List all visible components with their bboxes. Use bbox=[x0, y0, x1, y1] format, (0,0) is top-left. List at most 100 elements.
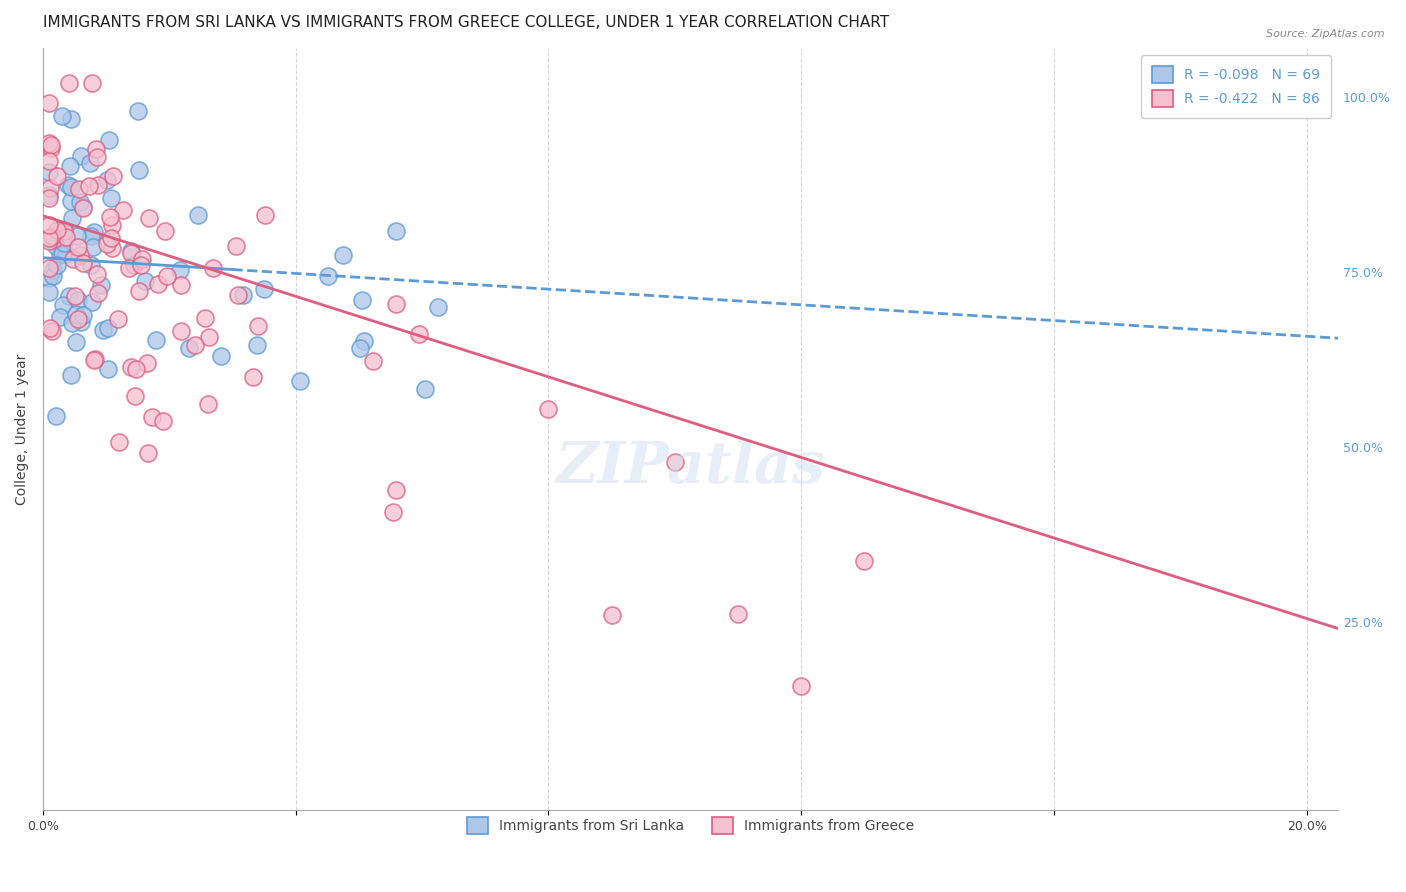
Point bbox=[38, 218, 60, 232]
Point bbox=[107, 312, 129, 326]
Point bbox=[70, 149, 93, 163]
Point bbox=[83, 353, 105, 368]
Point bbox=[242, 370, 264, 384]
Point bbox=[56, 178, 79, 192]
Point bbox=[72, 200, 94, 214]
Point bbox=[384, 297, 406, 311]
Point bbox=[138, 211, 160, 225]
Point bbox=[288, 374, 311, 388]
Point bbox=[148, 277, 170, 292]
Point bbox=[226, 287, 249, 301]
Point bbox=[332, 248, 354, 262]
Point bbox=[120, 244, 142, 258]
Point bbox=[853, 554, 876, 568]
Point bbox=[77, 178, 100, 193]
Point bbox=[108, 434, 131, 449]
Point bbox=[39, 137, 62, 152]
Point bbox=[153, 224, 176, 238]
Point bbox=[727, 607, 749, 621]
Point bbox=[177, 341, 200, 355]
Point bbox=[46, 223, 69, 237]
Point bbox=[44, 232, 66, 246]
Point bbox=[41, 324, 63, 338]
Point bbox=[66, 240, 89, 254]
Point bbox=[97, 133, 120, 147]
Point bbox=[59, 112, 82, 127]
Point bbox=[60, 211, 83, 225]
Point bbox=[38, 191, 60, 205]
Point bbox=[55, 246, 77, 260]
Y-axis label: College, Under 1 year: College, Under 1 year bbox=[15, 353, 30, 505]
Point bbox=[385, 483, 408, 498]
Point bbox=[197, 397, 219, 411]
Point bbox=[120, 359, 142, 374]
Point bbox=[408, 327, 430, 342]
Point bbox=[152, 414, 174, 428]
Point bbox=[60, 194, 83, 208]
Point bbox=[66, 229, 89, 244]
Point bbox=[69, 195, 91, 210]
Point bbox=[201, 260, 224, 275]
Point bbox=[100, 231, 122, 245]
Point bbox=[197, 330, 219, 344]
Point bbox=[664, 455, 686, 469]
Point bbox=[38, 271, 60, 285]
Point bbox=[83, 225, 105, 239]
Point bbox=[86, 267, 108, 281]
Point bbox=[72, 308, 94, 322]
Point bbox=[127, 103, 149, 118]
Point bbox=[45, 409, 67, 423]
Point bbox=[141, 409, 163, 424]
Point bbox=[82, 295, 104, 310]
Point bbox=[124, 389, 146, 403]
Point bbox=[97, 320, 120, 334]
Point bbox=[87, 286, 110, 301]
Point bbox=[134, 274, 156, 288]
Point bbox=[128, 163, 150, 178]
Point bbox=[225, 239, 247, 253]
Point bbox=[145, 334, 167, 348]
Point bbox=[82, 76, 104, 90]
Point bbox=[96, 236, 118, 251]
Point bbox=[169, 262, 191, 277]
Point bbox=[101, 169, 124, 184]
Point bbox=[100, 191, 122, 205]
Point bbox=[187, 208, 209, 222]
Point bbox=[84, 142, 107, 156]
Point bbox=[98, 210, 121, 224]
Point bbox=[600, 607, 623, 622]
Point bbox=[194, 311, 217, 326]
Point bbox=[170, 324, 193, 338]
Point bbox=[82, 239, 104, 253]
Text: Source: ZipAtlas.com: Source: ZipAtlas.com bbox=[1267, 29, 1385, 38]
Point bbox=[128, 284, 150, 298]
Point bbox=[72, 256, 94, 270]
Point bbox=[49, 310, 72, 324]
Point bbox=[59, 159, 82, 173]
Point bbox=[384, 223, 406, 237]
Point bbox=[63, 288, 86, 302]
Point bbox=[42, 263, 65, 277]
Point bbox=[349, 341, 371, 355]
Point bbox=[38, 285, 60, 300]
Point bbox=[209, 349, 232, 363]
Point bbox=[38, 260, 60, 275]
Point bbox=[80, 258, 103, 272]
Point bbox=[91, 323, 114, 337]
Point bbox=[87, 178, 110, 193]
Point bbox=[101, 218, 124, 232]
Point bbox=[120, 245, 142, 260]
Point bbox=[96, 173, 118, 187]
Point bbox=[65, 307, 87, 321]
Point bbox=[247, 318, 270, 333]
Point bbox=[253, 282, 276, 296]
Text: ZIPatlas: ZIPatlas bbox=[555, 439, 825, 496]
Point bbox=[138, 446, 160, 460]
Point bbox=[38, 136, 60, 150]
Point bbox=[49, 248, 72, 262]
Point bbox=[51, 247, 73, 261]
Point bbox=[65, 335, 87, 350]
Point bbox=[52, 298, 75, 312]
Point bbox=[38, 188, 60, 202]
Point bbox=[39, 180, 62, 194]
